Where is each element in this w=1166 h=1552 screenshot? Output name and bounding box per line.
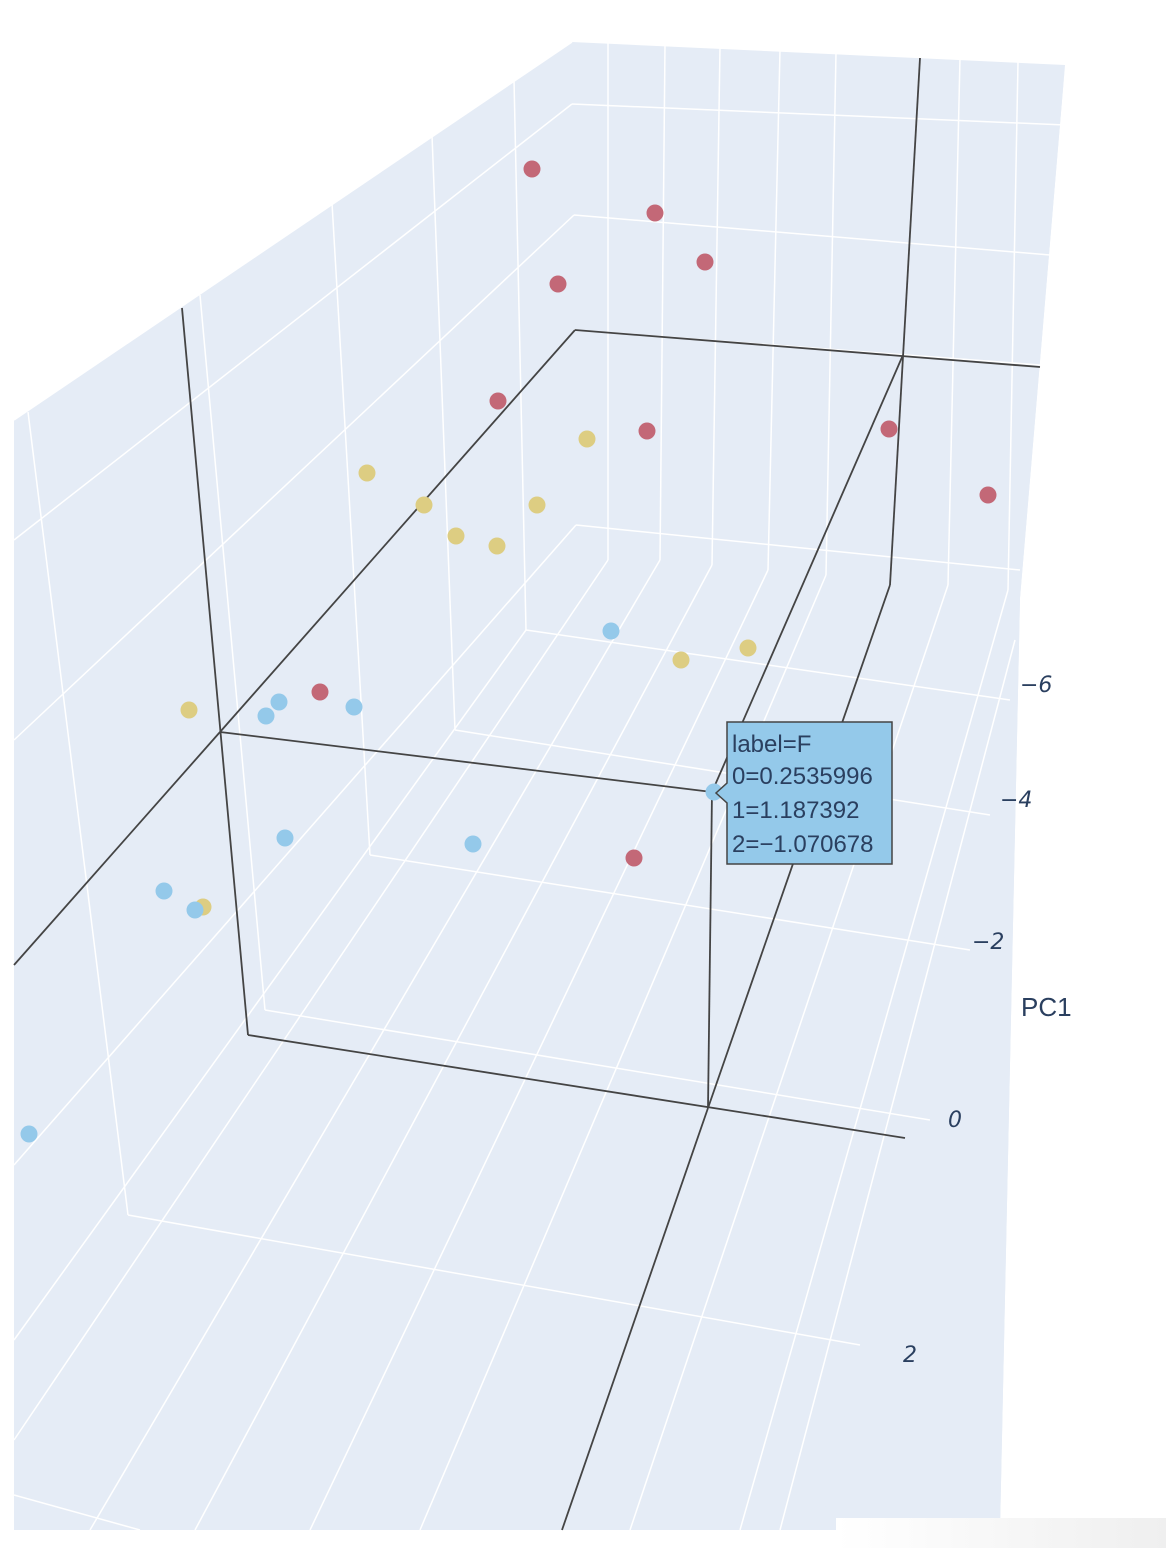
data-point-blue[interactable] — [464, 835, 482, 853]
corner-shade — [836, 1518, 1166, 1548]
x-axis-title: PC1 — [1021, 992, 1072, 1022]
x-tick-label: −6 — [1020, 673, 1052, 698]
data-point-red[interactable] — [638, 422, 656, 440]
back-wall — [14, 42, 1065, 1530]
data-point-red[interactable] — [549, 275, 567, 293]
data-point-blue[interactable] — [186, 901, 204, 919]
data-point-red[interactable] — [625, 849, 643, 867]
data-point-yellow[interactable] — [488, 537, 506, 555]
tooltip-line-label: label=F — [732, 731, 811, 758]
data-point-red[interactable] — [646, 204, 664, 222]
data-point-blue[interactable] — [257, 707, 275, 725]
data-point-yellow[interactable] — [528, 496, 546, 514]
side-wall — [820, 65, 1065, 1530]
data-point-blue[interactable] — [270, 693, 288, 711]
tooltip-line-y: 1=1.187392 — [732, 797, 859, 824]
x-tick-label: −4 — [1000, 788, 1032, 813]
data-point-blue[interactable] — [602, 622, 620, 640]
data-point-red[interactable] — [311, 683, 329, 701]
data-point-yellow[interactable] — [180, 701, 198, 719]
data-point-blue[interactable] — [155, 882, 173, 900]
data-point-yellow[interactable] — [578, 430, 596, 448]
data-point-red[interactable] — [489, 392, 507, 410]
x-tick-label: 0 — [948, 1108, 962, 1133]
data-point-red[interactable] — [523, 160, 541, 178]
data-point-yellow[interactable] — [672, 651, 690, 669]
data-point-red[interactable] — [696, 253, 714, 271]
data-point-blue[interactable] — [20, 1125, 38, 1143]
data-point-yellow[interactable] — [447, 527, 465, 545]
tooltip-line-z: 2=−1.070678 — [732, 831, 873, 858]
data-point-blue[interactable] — [345, 698, 363, 716]
data-point-red[interactable] — [880, 420, 898, 438]
data-point-red[interactable] — [979, 486, 997, 504]
data-point-yellow[interactable] — [415, 496, 433, 514]
x-tick-label: 2 — [903, 1343, 917, 1368]
data-point-yellow[interactable] — [358, 464, 376, 482]
tooltip-line-x: 0=0.2535996 — [732, 763, 873, 790]
hover-tooltip: label=F 0=0.2535996 1=1.187392 2=−1.0706… — [714, 721, 893, 865]
tooltip-box — [714, 721, 893, 865]
x-tick-label: −2 — [972, 930, 1004, 955]
gridlines — [13, 41, 1066, 1531]
box-lines — [13, 57, 1041, 1531]
data-point-blue[interactable] — [276, 829, 294, 847]
data-point-blue[interactable] — [705, 783, 723, 801]
data-point-yellow[interactable] — [739, 639, 757, 657]
